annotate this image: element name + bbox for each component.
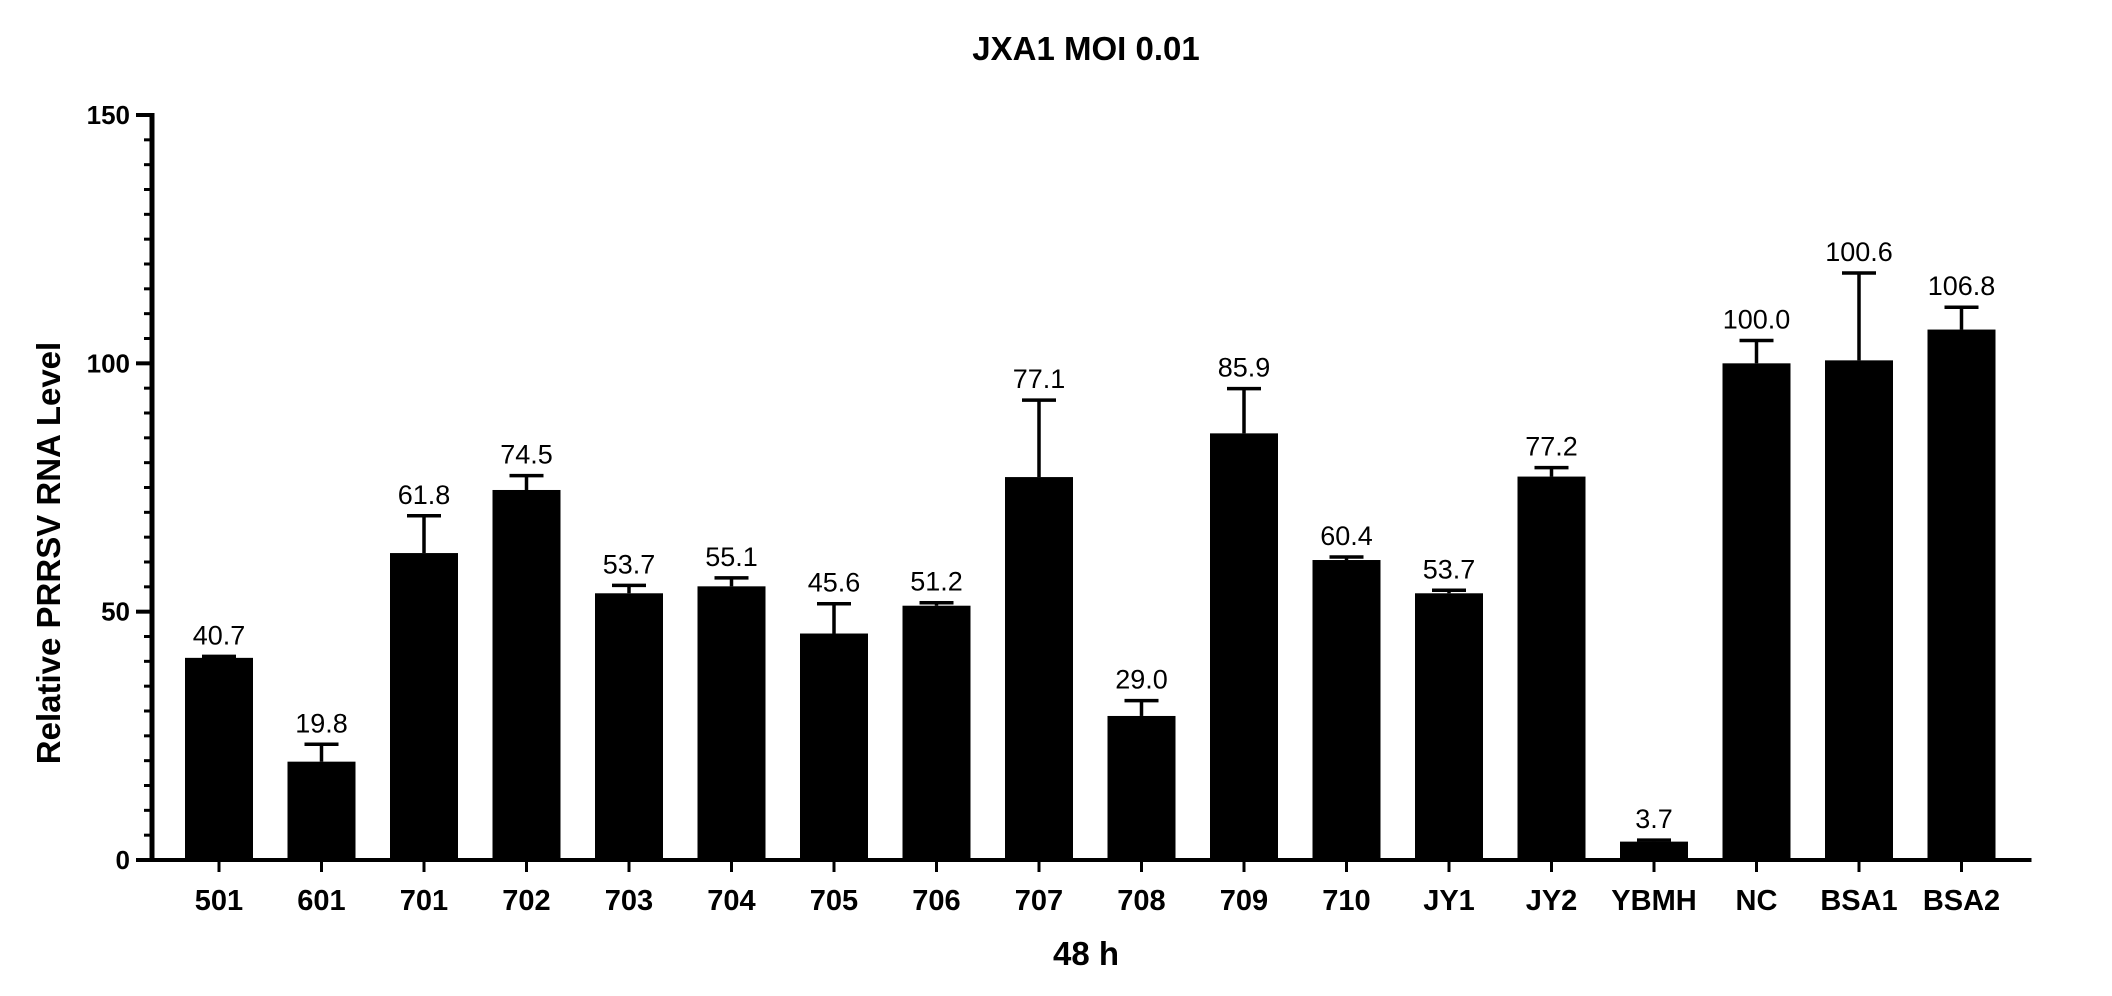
bar [902,605,971,860]
data-label: 100.6 [1825,237,1893,267]
x-tick-label: YBMH [1611,885,1696,917]
data-label: 60.4 [1320,521,1373,551]
data-label: 55.1 [705,542,758,572]
y-tick-label: 100 [87,348,130,378]
bar [287,761,356,860]
x-tick-label: 706 [912,885,960,917]
data-label: 45.6 [808,568,861,598]
data-label: 74.5 [500,440,553,470]
x-tick-label: 709 [1220,885,1268,917]
bar [1312,560,1381,860]
x-tick-label: JY1 [1423,885,1475,917]
x-tick-label: 707 [1015,885,1063,917]
x-tick-label: 708 [1117,885,1165,917]
x-tick-label: 705 [810,885,858,917]
data-label: 100.0 [1723,304,1791,334]
x-tick-label: BSA2 [1923,885,2000,917]
bar [1107,715,1176,860]
x-tick-label: 704 [707,885,755,917]
bar [1620,841,1688,860]
y-axis-label: Relative PRRSV RNA Level [30,342,67,764]
bar [185,657,253,860]
x-tick-label: BSA1 [1820,885,1897,917]
data-label: 61.8 [398,480,451,510]
y-tick-label: 50 [101,597,130,627]
y-tick-label: 0 [116,845,130,875]
x-tick-label: 710 [1322,885,1370,917]
data-label: 51.2 [910,567,963,597]
bar [1722,363,1791,860]
x-tick-label: 601 [297,885,345,917]
bar [492,489,561,860]
data-label: 53.7 [603,549,656,579]
data-label: 19.8 [295,708,348,738]
data-label: 29.0 [1115,665,1168,695]
bar [1825,360,1893,860]
data-label: 40.7 [193,620,246,650]
bar [595,593,663,860]
bar [697,586,766,860]
data-label: 53.7 [1423,554,1476,584]
chart-title: JXA1 MOI 0.01 [972,30,1199,67]
x-axis-label: 48 h [1053,935,1119,972]
x-tick-label: 703 [605,885,653,917]
x-tick-label: 701 [400,885,448,917]
bar [1517,476,1586,860]
x-tick-label: 702 [502,885,550,917]
bar [1005,477,1073,860]
x-tick-label: NC [1736,885,1778,917]
data-label: 77.2 [1525,432,1578,462]
data-label: 3.7 [1635,804,1673,834]
data-label: 77.1 [1013,364,1066,394]
x-tick-label: JY2 [1526,885,1578,917]
y-tick-label: 150 [87,100,130,130]
x-tick-label: 501 [195,885,243,917]
bar [1927,329,1996,860]
data-label: 106.8 [1928,271,1996,301]
bar [1210,433,1278,860]
bar [800,633,868,860]
bar [1415,593,1483,860]
bar [390,553,458,860]
data-label: 85.9 [1218,353,1271,383]
